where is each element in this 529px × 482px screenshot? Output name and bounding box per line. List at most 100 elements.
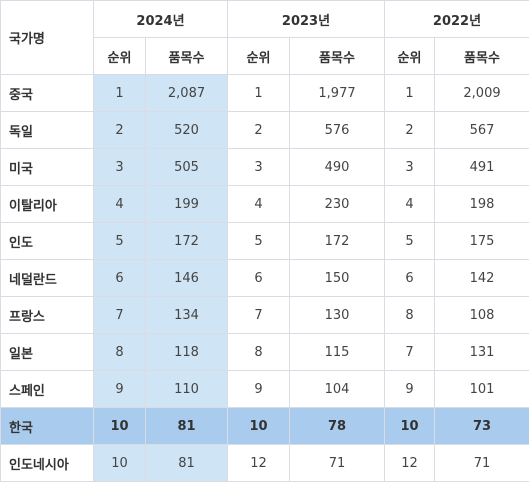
count-2023-cell: 150 — [289, 259, 385, 297]
count-2023-cell: 71 — [289, 444, 385, 482]
rank-2022-cell: 2 — [384, 111, 435, 149]
count-2024-cell: 118 — [145, 333, 228, 371]
count-2023-cell: 130 — [289, 296, 385, 334]
rank-2023-cell: 12 — [227, 444, 290, 482]
rank-2022-cell: 6 — [384, 259, 435, 297]
year-header-2023: 2023년 — [227, 0, 385, 38]
rank-2022-cell: 7 — [384, 333, 435, 371]
table-row: 네덜란드 6 146 6 150 6 142 — [0, 259, 529, 297]
country-cell: 인도 — [0, 222, 94, 260]
count-2023-cell: 78 — [289, 407, 385, 445]
rank-2022-cell: 5 — [384, 222, 435, 260]
table-row: 미국 3 505 3 490 3 491 — [0, 148, 529, 186]
count-2023-cell: 1,977 — [289, 74, 385, 112]
rank-2022-cell: 8 — [384, 296, 435, 334]
rank-2024-cell: 8 — [93, 333, 146, 371]
rank-2024-cell: 4 — [93, 185, 146, 223]
count-2024-cell: 199 — [145, 185, 228, 223]
rank-2024-cell: 5 — [93, 222, 146, 260]
rank-2024-cell: 7 — [93, 296, 146, 334]
count-2023-cell: 104 — [289, 370, 385, 408]
count-2024-cell: 520 — [145, 111, 228, 149]
table-row: 프랑스 7 134 7 130 8 108 — [0, 296, 529, 334]
country-cell: 프랑스 — [0, 296, 94, 334]
rank-header-2022: 순위 — [384, 37, 435, 75]
year-header-2022: 2022년 — [384, 0, 529, 38]
count-header-2024: 품목수 — [145, 37, 228, 75]
rank-2023-cell: 5 — [227, 222, 290, 260]
count-2022-cell: 108 — [434, 296, 529, 334]
count-2022-cell: 142 — [434, 259, 529, 297]
rank-2024-cell: 9 — [93, 370, 146, 408]
country-cell: 독일 — [0, 111, 94, 149]
table-row: 이탈리아 4 199 4 230 4 198 — [0, 185, 529, 223]
rank-2023-cell: 6 — [227, 259, 290, 297]
count-2024-cell: 81 — [145, 444, 228, 482]
table-row: 인도 5 172 5 172 5 175 — [0, 222, 529, 260]
rank-2024-cell: 6 — [93, 259, 146, 297]
count-2022-cell: 567 — [434, 111, 529, 149]
table-row: 인도네시아 10 81 12 71 12 71 — [0, 444, 529, 482]
rank-2024-cell: 1 — [93, 74, 146, 112]
count-2024-cell: 81 — [145, 407, 228, 445]
year-header-2024: 2024년 — [93, 0, 228, 38]
count-2022-cell: 491 — [434, 148, 529, 186]
count-2024-cell: 146 — [145, 259, 228, 297]
country-cell: 미국 — [0, 148, 94, 186]
rank-2023-cell: 10 — [227, 407, 290, 445]
country-cell: 이탈리아 — [0, 185, 94, 223]
rank-header-2023: 순위 — [227, 37, 290, 75]
country-cell: 스페인 — [0, 370, 94, 408]
rank-2023-cell: 2 — [227, 111, 290, 149]
rank-2023-cell: 4 — [227, 185, 290, 223]
count-2023-cell: 230 — [289, 185, 385, 223]
rank-2023-cell: 9 — [227, 370, 290, 408]
table-row: 독일 2 520 2 576 2 567 — [0, 111, 529, 149]
country-cell: 인도네시아 — [0, 444, 94, 482]
rank-2022-cell: 3 — [384, 148, 435, 186]
rank-header-2024: 순위 — [93, 37, 146, 75]
count-2023-cell: 490 — [289, 148, 385, 186]
count-2023-cell: 576 — [289, 111, 385, 149]
count-2024-cell: 2,087 — [145, 74, 228, 112]
rank-2024-cell: 2 — [93, 111, 146, 149]
rank-2023-cell: 1 — [227, 74, 290, 112]
count-2022-cell: 73 — [434, 407, 529, 445]
country-header: 국가명 — [0, 0, 94, 75]
count-header-2023: 품목수 — [289, 37, 385, 75]
rank-2022-cell: 4 — [384, 185, 435, 223]
count-2022-cell: 175 — [434, 222, 529, 260]
country-cell: 일본 — [0, 333, 94, 371]
table-row: 일본 8 118 8 115 7 131 — [0, 333, 529, 371]
count-2022-cell: 2,009 — [434, 74, 529, 112]
rank-2022-cell: 12 — [384, 444, 435, 482]
count-2023-cell: 172 — [289, 222, 385, 260]
table-body: 중국 1 2,087 1 1,977 1 2,009 독일 2 520 2 576 2 567 미국 3 505… — [0, 74, 529, 482]
count-2022-cell: 198 — [434, 185, 529, 223]
rank-2024-cell: 3 — [93, 148, 146, 186]
table-row: 중국 1 2,087 1 1,977 1 2,009 — [0, 74, 529, 112]
count-2024-cell: 134 — [145, 296, 228, 334]
count-2022-cell: 131 — [434, 333, 529, 371]
count-2023-cell: 115 — [289, 333, 385, 371]
country-cell: 중국 — [0, 74, 94, 112]
rank-2024-cell: 10 — [93, 407, 146, 445]
rank-2023-cell: 7 — [227, 296, 290, 334]
rank-2023-cell: 8 — [227, 333, 290, 371]
rank-2023-cell: 3 — [227, 148, 290, 186]
rank-2022-cell: 10 — [384, 407, 435, 445]
country-cell: 네덜란드 — [0, 259, 94, 297]
rank-2024-cell: 10 — [93, 444, 146, 482]
count-header-2022: 품목수 — [434, 37, 529, 75]
count-2024-cell: 172 — [145, 222, 228, 260]
country-cell: 한국 — [0, 407, 94, 445]
count-2024-cell: 505 — [145, 148, 228, 186]
count-2022-cell: 71 — [434, 444, 529, 482]
table-row: 한국 10 81 10 78 10 73 — [0, 407, 529, 445]
rank-2022-cell: 9 — [384, 370, 435, 408]
table-row: 스페인 9 110 9 104 9 101 — [0, 370, 529, 408]
count-2024-cell: 110 — [145, 370, 228, 408]
count-2022-cell: 101 — [434, 370, 529, 408]
rank-2022-cell: 1 — [384, 74, 435, 112]
